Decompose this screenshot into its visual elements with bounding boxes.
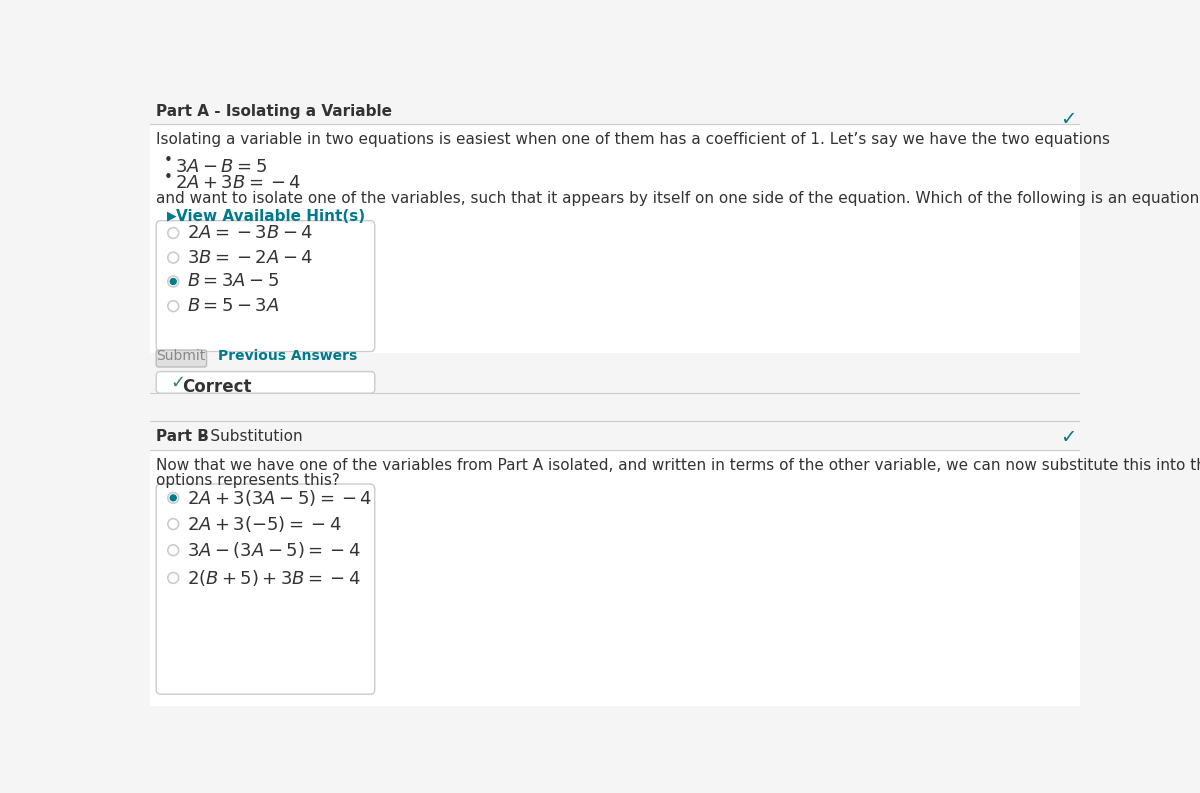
Text: $2(B + 5) + 3B = -4$: $2(B + 5) + 3B = -4$ (187, 568, 361, 588)
Text: Submit: Submit (156, 349, 205, 363)
FancyBboxPatch shape (156, 372, 374, 393)
Text: •: • (164, 170, 173, 185)
Bar (150, 125, 1080, 351)
Text: Previous Answers: Previous Answers (218, 349, 358, 363)
Text: ▶: ▶ (167, 209, 176, 222)
Text: and want to isolate one of the variables, such that it appears by itself on one : and want to isolate one of the variables… (156, 191, 1200, 206)
Circle shape (170, 495, 176, 501)
Text: - Substitution: - Substitution (199, 428, 302, 443)
Text: Correct: Correct (182, 377, 252, 396)
Circle shape (170, 278, 176, 285)
Text: ✓: ✓ (1060, 428, 1076, 447)
Text: $2A = -3B - 4$: $2A = -3B - 4$ (187, 224, 313, 242)
Bar (150, 421, 1080, 450)
FancyBboxPatch shape (156, 484, 374, 694)
Text: $B = 3A - 5$: $B = 3A - 5$ (187, 273, 280, 290)
Text: Part A - Isolating a Variable: Part A - Isolating a Variable (156, 104, 392, 119)
Text: options represents this?: options represents this? (156, 473, 340, 488)
Text: Isolating a variable in two equations is easiest when one of them has a coeffici: Isolating a variable in two equations is… (156, 132, 1110, 147)
Text: $B = 5 - 3A$: $B = 5 - 3A$ (187, 297, 280, 315)
Text: Part B: Part B (156, 428, 209, 443)
Text: $3A - B = 5$: $3A - B = 5$ (175, 158, 266, 175)
Text: Now that we have one of the variables from Part A isolated, and written in terms: Now that we have one of the variables fr… (156, 458, 1200, 473)
Text: $3B = -2A - 4$: $3B = -2A - 4$ (187, 249, 313, 266)
Bar (150, 393, 1080, 421)
Text: View Available Hint(s): View Available Hint(s) (176, 209, 366, 224)
Text: $2A + 3(3A - 5) = -4$: $2A + 3(3A - 5) = -4$ (187, 488, 372, 508)
Text: ✓: ✓ (1060, 109, 1076, 128)
Text: $2A + 3(-5) = -4$: $2A + 3(-5) = -4$ (187, 514, 342, 534)
Text: •: • (164, 153, 173, 168)
Text: $2A + 3B = -4$: $2A + 3B = -4$ (175, 174, 301, 193)
FancyBboxPatch shape (156, 350, 206, 367)
Text: ✓: ✓ (170, 374, 185, 392)
FancyBboxPatch shape (156, 220, 374, 351)
Bar (150, 450, 1080, 706)
Text: $3A - (3A - 5) = -4$: $3A - (3A - 5) = -4$ (187, 540, 361, 560)
Bar (150, 95, 1080, 125)
